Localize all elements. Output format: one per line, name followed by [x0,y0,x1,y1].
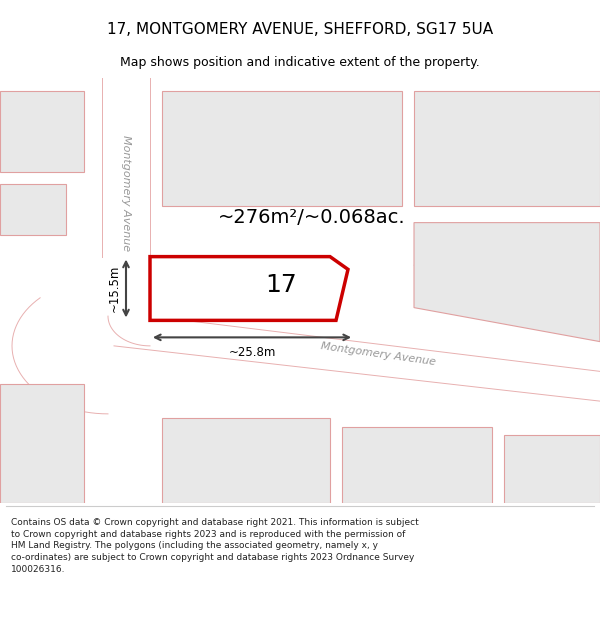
Polygon shape [504,435,600,503]
Polygon shape [168,269,312,308]
Polygon shape [414,91,600,206]
Text: ~276m²/~0.068ac.: ~276m²/~0.068ac. [218,208,406,227]
Wedge shape [108,316,150,346]
Text: Montgomery Avenue: Montgomery Avenue [320,341,436,367]
Polygon shape [342,427,492,503]
Text: Contains OS data © Crown copyright and database right 2021. This information is : Contains OS data © Crown copyright and d… [11,518,419,574]
Polygon shape [150,257,348,321]
Text: Montgomery Avenue: Montgomery Avenue [121,135,131,251]
Text: ~15.5m: ~15.5m [108,265,121,312]
Polygon shape [414,222,600,342]
Polygon shape [162,91,402,206]
Polygon shape [0,91,84,172]
Polygon shape [162,418,330,503]
Polygon shape [102,78,150,338]
Polygon shape [0,184,66,236]
Text: Map shows position and indicative extent of the property.: Map shows position and indicative extent… [120,56,480,69]
Polygon shape [102,303,600,409]
Bar [108,316,150,346]
Text: 17: 17 [265,272,296,297]
Text: 17, MONTGOMERY AVENUE, SHEFFORD, SG17 5UA: 17, MONTGOMERY AVENUE, SHEFFORD, SG17 5U… [107,22,493,37]
Text: ~25.8m: ~25.8m [229,346,275,359]
Polygon shape [0,384,84,503]
